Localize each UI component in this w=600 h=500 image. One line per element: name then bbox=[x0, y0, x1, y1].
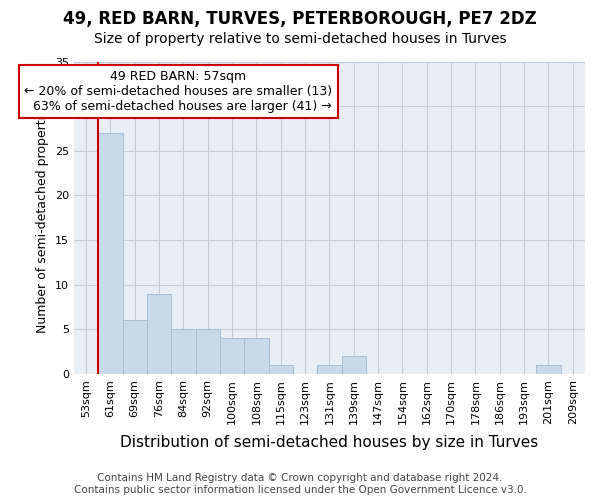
Bar bbox=[98, 133, 122, 374]
Bar bbox=[196, 330, 220, 374]
Bar bbox=[536, 365, 560, 374]
Bar bbox=[341, 356, 366, 374]
Bar bbox=[171, 330, 196, 374]
Bar bbox=[220, 338, 244, 374]
Y-axis label: Number of semi-detached properties: Number of semi-detached properties bbox=[37, 102, 49, 334]
Text: 49, RED BARN, TURVES, PETERBOROUGH, PE7 2DZ: 49, RED BARN, TURVES, PETERBOROUGH, PE7 … bbox=[63, 10, 537, 28]
Text: Size of property relative to semi-detached houses in Turves: Size of property relative to semi-detach… bbox=[94, 32, 506, 46]
Bar bbox=[122, 320, 147, 374]
Text: 49 RED BARN: 57sqm
← 20% of semi-detached houses are smaller (13)
  63% of semi-: 49 RED BARN: 57sqm ← 20% of semi-detache… bbox=[25, 70, 332, 114]
Bar bbox=[317, 365, 341, 374]
Bar bbox=[269, 365, 293, 374]
Bar bbox=[244, 338, 269, 374]
Bar bbox=[147, 294, 171, 374]
Text: Contains HM Land Registry data © Crown copyright and database right 2024.
Contai: Contains HM Land Registry data © Crown c… bbox=[74, 474, 526, 495]
X-axis label: Distribution of semi-detached houses by size in Turves: Distribution of semi-detached houses by … bbox=[120, 435, 539, 450]
